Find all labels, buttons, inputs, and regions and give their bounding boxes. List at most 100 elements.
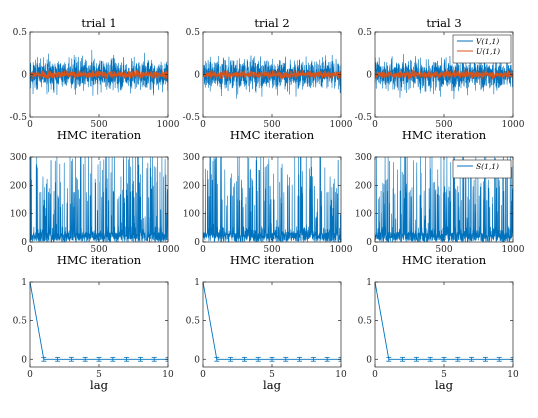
- error-bar: [386, 356, 392, 362]
- x-tick-label: 10: [335, 370, 347, 380]
- y-tick-label: 0: [21, 71, 27, 81]
- error-bar: [400, 356, 406, 362]
- x-axis-label: HMC iteration: [57, 253, 142, 267]
- y-tick-label: 300: [183, 153, 200, 163]
- x-axis-label: HMC iteration: [230, 128, 315, 142]
- error-bar: [324, 356, 330, 362]
- error-bar: [124, 356, 130, 362]
- error-bar: [255, 356, 261, 362]
- error-bar: [297, 356, 303, 362]
- error-bar: [55, 356, 61, 362]
- y-tick-label: 0.5: [186, 317, 201, 327]
- axes-box: [374, 281, 514, 368]
- axes-box: [29, 281, 169, 368]
- error-bar: [427, 356, 433, 362]
- axes-box: [202, 281, 342, 368]
- x-axis-label: HMC iteration: [402, 128, 487, 142]
- x-tick-label: 0: [372, 245, 378, 255]
- y-tick-label: 0: [194, 355, 200, 365]
- y-tick-label: 0: [194, 71, 200, 81]
- x-tick-label: 0: [200, 120, 206, 130]
- x-tick-label: 0: [372, 370, 378, 380]
- x-axis-label: lag: [263, 378, 282, 392]
- x-tick-label: 10: [507, 370, 519, 380]
- plot-area: [30, 282, 168, 362]
- error-bar: [496, 356, 502, 362]
- series-line-s: [30, 157, 168, 242]
- chart-panel-r2-c2: 0 5 10 0 0.5 1 lag: [358, 278, 519, 392]
- error-bar: [151, 356, 157, 362]
- error-bar: [283, 356, 289, 362]
- y-tick-label: 0: [194, 238, 200, 248]
- y-tick-label: 200: [355, 181, 372, 191]
- error-bar: [269, 356, 275, 362]
- x-tick-label: 10: [162, 370, 174, 380]
- series-line-u: [30, 69, 168, 80]
- y-tick-label: 0.5: [358, 28, 373, 38]
- error-bar: [338, 356, 341, 362]
- chart-title: trial 2: [254, 16, 289, 30]
- x-tick-label: 1000: [157, 245, 180, 255]
- legend-label: V(1,1): [476, 37, 499, 46]
- error-bar: [96, 356, 102, 362]
- y-tick-label: -0.5: [183, 113, 201, 123]
- x-tick-label: 500: [435, 245, 452, 255]
- error-bar: [413, 356, 419, 362]
- y-tick-label: 1: [21, 278, 27, 288]
- plot-area: [375, 53, 513, 99]
- error-bar: [469, 356, 475, 362]
- x-tick-label: 500: [90, 120, 107, 130]
- legend: S(1,1): [452, 159, 512, 179]
- error-bar: [482, 356, 488, 362]
- error-bar: [68, 356, 74, 362]
- error-bar: [41, 356, 47, 362]
- legend: V(1,1)U(1,1): [452, 34, 512, 64]
- error-bar: [165, 356, 168, 362]
- x-tick-label: 5: [441, 370, 447, 380]
- y-tick-label: -0.5: [355, 113, 373, 123]
- y-tick-label: 300: [10, 153, 27, 163]
- y-tick-label: 0: [366, 71, 372, 81]
- error-bar: [214, 356, 220, 362]
- y-tick-label: 0.5: [13, 317, 28, 327]
- error-bar: [455, 356, 461, 362]
- chart-panel-r2-c1: 0 5 10 0 0.5 1 lag: [186, 278, 347, 392]
- y-tick-label: 1: [194, 278, 200, 288]
- y-tick-label: 0.5: [358, 317, 373, 327]
- series-line-u: [375, 68, 513, 80]
- chart-panel-r1-c2: 0 500 1000 0 100 200 300 HMC iteration S(1,1): [355, 153, 525, 267]
- series-line-s: [375, 157, 513, 242]
- series-line-s: [203, 157, 341, 242]
- error-bar: [510, 356, 513, 362]
- series-line-u: [203, 69, 341, 80]
- x-tick-label: 0: [200, 245, 206, 255]
- error-bar: [137, 356, 143, 362]
- y-tick-label: 0: [21, 355, 27, 365]
- x-tick-label: 0: [372, 120, 378, 130]
- x-tick-label: 1000: [330, 120, 353, 130]
- chart-panel-r1-c0: 0 500 1000 0 100 200 300 HMC iteration: [10, 153, 180, 267]
- y-tick-label: 0.5: [13, 28, 28, 38]
- chart-panel-r2-c0: 0 5 10 0 0.5 1 lag: [13, 278, 174, 392]
- plot-area: [203, 54, 341, 99]
- y-tick-label: 200: [10, 181, 27, 191]
- x-tick-label: 1000: [330, 245, 353, 255]
- x-tick-label: 0: [27, 370, 33, 380]
- legend-box: [452, 159, 512, 179]
- error-bar: [241, 356, 247, 362]
- y-tick-label: 300: [355, 153, 372, 163]
- plot-area: [30, 49, 168, 96]
- acf-line: [30, 282, 168, 360]
- y-tick-label: -0.5: [10, 113, 28, 123]
- y-tick-label: 1: [366, 278, 372, 288]
- x-tick-label: 0: [27, 245, 33, 255]
- legend-box: [452, 34, 512, 64]
- acf-line: [203, 282, 341, 360]
- y-tick-label: 0: [21, 238, 27, 248]
- chart-title: trial 1: [81, 16, 116, 30]
- x-tick-label: 500: [90, 245, 107, 255]
- x-axis-label: lag: [435, 378, 454, 392]
